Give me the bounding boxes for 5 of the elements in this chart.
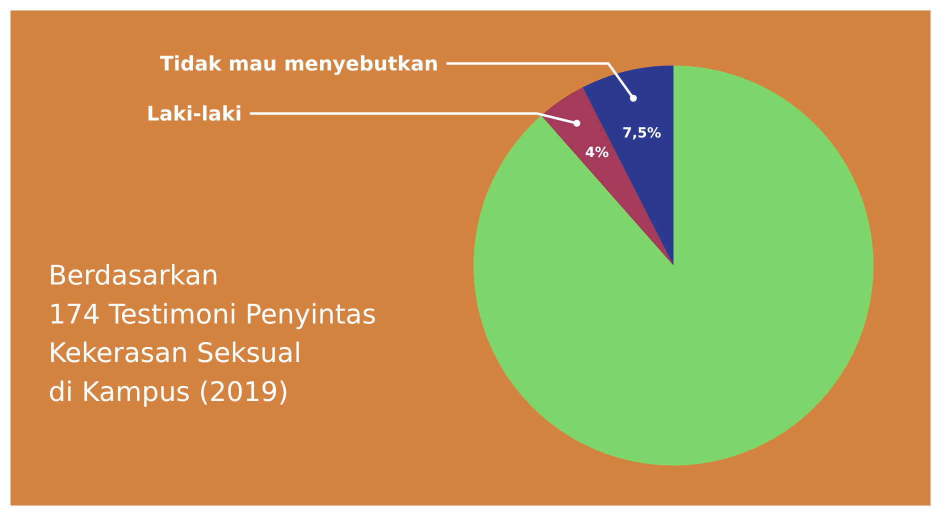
data-label: 4% bbox=[585, 145, 609, 162]
slice-label: Tidak mau menyebutkan bbox=[160, 52, 438, 76]
data-label: 7,5% bbox=[622, 125, 662, 142]
slice-label: Laki-laki bbox=[146, 102, 242, 126]
text: Berdasarkan 174 Testimoni Penyintas Kekerasan Seksual di Kampus (2019) bbox=[48, 260, 376, 408]
